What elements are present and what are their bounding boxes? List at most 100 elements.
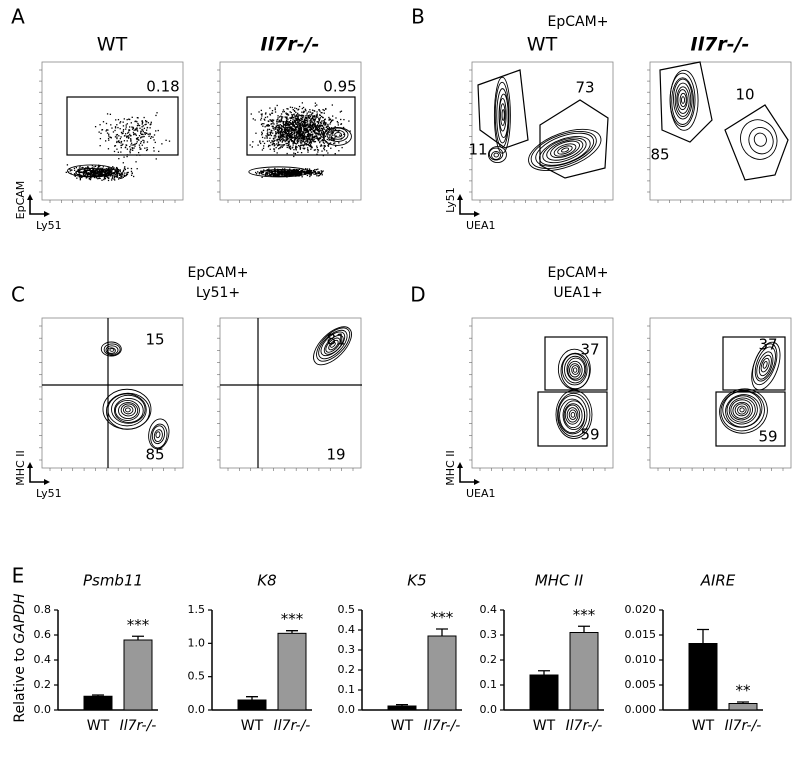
event-dot: [284, 174, 286, 176]
event-dot: [282, 139, 285, 141]
event-dot: [135, 120, 137, 122]
event-dot: [282, 130, 285, 133]
event-dot: [136, 137, 139, 139]
event-dot: [291, 173, 293, 175]
event-dot: [257, 144, 259, 146]
event-dot: [129, 148, 132, 150]
event-dot: [319, 110, 321, 112]
event-dot: [305, 122, 307, 124]
event-dot: [268, 172, 270, 174]
event-dot: [322, 170, 324, 172]
contour: [553, 143, 577, 157]
contour: [760, 357, 770, 373]
event-dot: [97, 165, 100, 168]
event-dot: [136, 125, 139, 127]
axis-arrow: [29, 196, 48, 215]
y-tick-label: 0.4: [480, 603, 498, 616]
event-dot: [266, 133, 268, 135]
contour: [528, 128, 602, 171]
event-dot: [88, 177, 91, 180]
contour: [530, 130, 597, 169]
event-dot: [286, 124, 288, 126]
significance: ***: [127, 616, 150, 634]
event-dot: [116, 133, 119, 136]
event-dot: [128, 135, 130, 137]
event-dot: [309, 128, 311, 131]
event-dot: [298, 129, 300, 131]
event-dot: [261, 132, 263, 135]
event-dot: [306, 171, 308, 174]
event-dot: [297, 120, 299, 123]
event-dot: [318, 132, 320, 134]
event-dot: [310, 172, 313, 174]
event-dot: [286, 120, 288, 123]
event-dot: [308, 137, 310, 140]
event-dot: [96, 172, 98, 174]
event-dot: [114, 145, 117, 147]
event-dot: [309, 140, 311, 143]
event-dot: [314, 131, 316, 133]
event-dot: [261, 115, 263, 117]
panel-label: C: [11, 283, 25, 307]
event-dot: [301, 140, 303, 143]
event-dot: [280, 126, 283, 128]
event-dot: [323, 112, 325, 114]
event-dot: [296, 138, 298, 140]
contour: [501, 109, 505, 121]
event-dot: [128, 129, 130, 132]
event-dot: [286, 124, 288, 127]
contour: [122, 405, 134, 415]
event-dot: [298, 168, 300, 171]
event-dot: [79, 177, 82, 180]
event-dot: [281, 171, 284, 174]
event-dot: [92, 170, 95, 173]
gate: [539, 99, 609, 179]
event-dot: [303, 121, 305, 123]
event-dot: [290, 173, 293, 176]
event-dot: [119, 170, 121, 173]
event-dot: [311, 109, 314, 111]
event-dot: [129, 146, 131, 148]
event-dot: [270, 131, 272, 134]
contour: [560, 147, 570, 153]
y-tick-label: 0.4: [338, 623, 356, 636]
event-dot: [296, 134, 298, 136]
event-dot: [323, 109, 325, 112]
event-dot: [269, 131, 271, 134]
event-dot: [300, 169, 302, 171]
event-dot: [301, 176, 303, 178]
event-dot: [108, 133, 110, 135]
event-dot: [147, 122, 150, 124]
event-dot: [91, 164, 94, 167]
event-dot: [319, 145, 322, 147]
event-dot: [120, 146, 122, 149]
event-dot: [313, 149, 316, 151]
event-dot: [328, 116, 330, 119]
gate: [66, 96, 179, 156]
event-dot: [289, 106, 292, 108]
contour: [100, 341, 122, 357]
event-dot: [143, 135, 145, 138]
event-dot: [295, 171, 297, 173]
event-dot: [316, 135, 318, 137]
y-tick-label: 0.0: [338, 703, 356, 716]
event-dot: [274, 169, 277, 172]
event-dot: [280, 133, 282, 135]
event-dot: [294, 138, 296, 140]
event-dot: [118, 177, 121, 179]
event-dot: [252, 118, 254, 120]
event-dot: [300, 136, 302, 138]
event-dot: [340, 118, 342, 121]
event-dot: [79, 171, 81, 173]
event-dot: [117, 169, 120, 171]
event-dot: [295, 145, 297, 147]
event-dot: [266, 173, 268, 175]
event-dot: [302, 124, 304, 127]
event-dot: [267, 134, 269, 136]
event-dot: [120, 131, 123, 134]
event-dot: [299, 124, 302, 126]
event-dot: [155, 114, 157, 117]
event-dot: [274, 134, 277, 136]
event-dot: [84, 169, 86, 172]
